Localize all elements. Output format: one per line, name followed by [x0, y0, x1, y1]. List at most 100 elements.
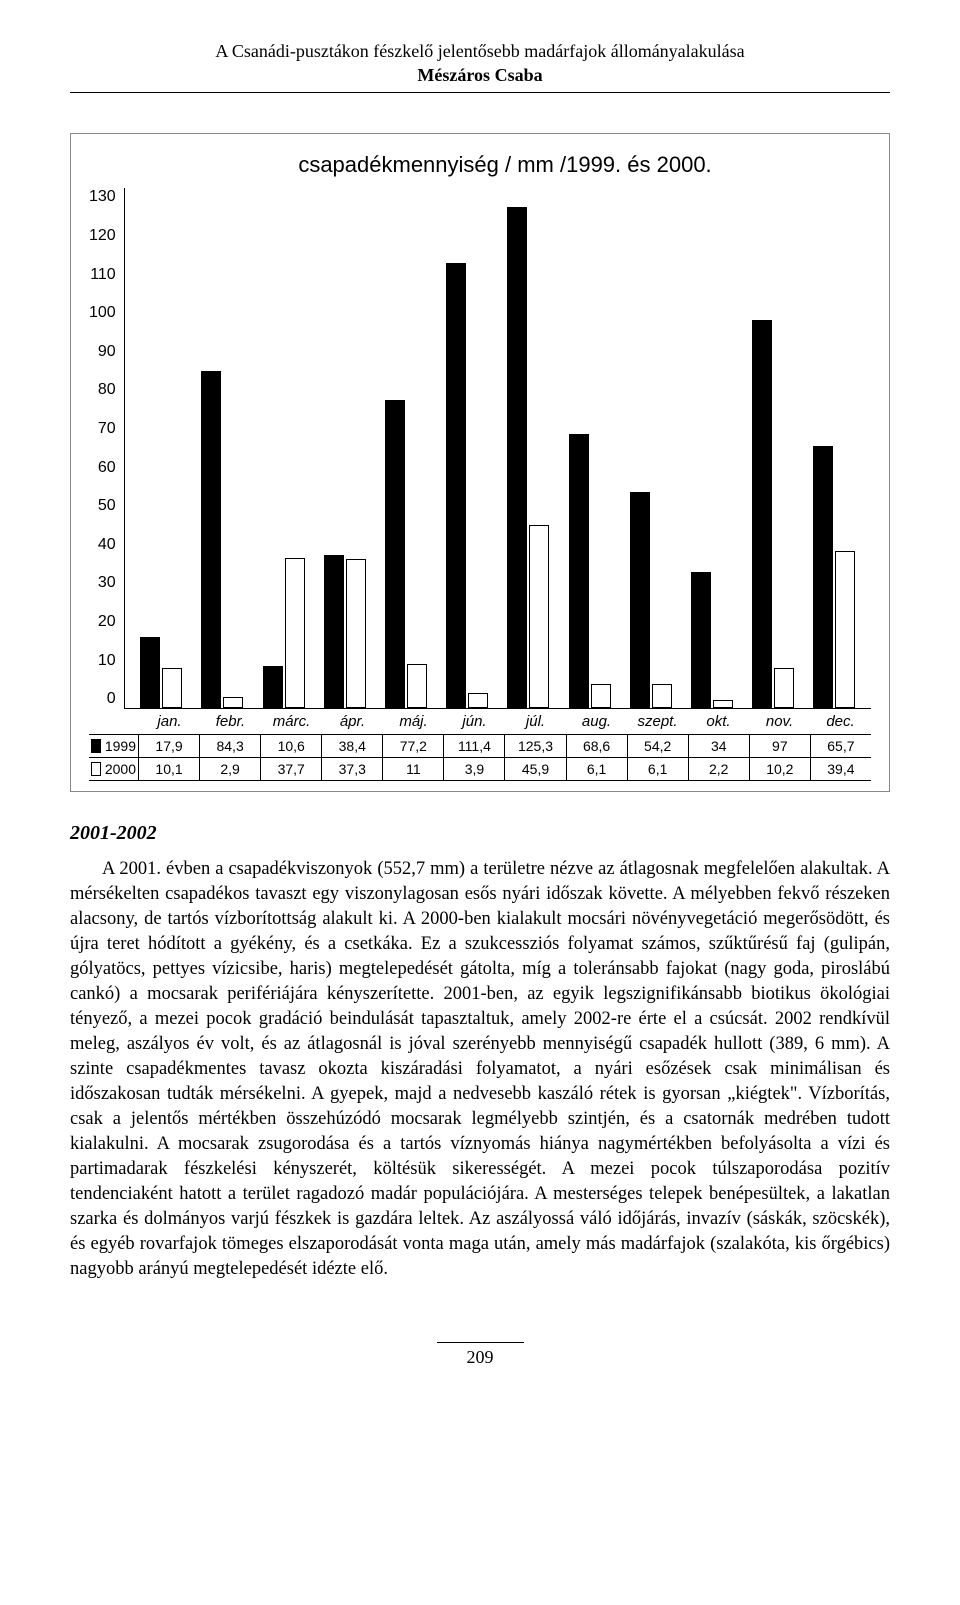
y-tick-label: 0: [107, 690, 116, 708]
bar-1999: [569, 434, 589, 708]
x-tick-label: szept.: [627, 709, 688, 734]
data-cell: 3,9: [444, 758, 505, 780]
header-title: A Csanádi-pusztákon fészkelő jelentősebb…: [70, 40, 890, 63]
month-slot: [681, 188, 742, 708]
y-tick-label: 30: [98, 574, 116, 592]
y-tick-label: 40: [98, 536, 116, 554]
bar-2000: [162, 668, 182, 708]
bar-1999: [446, 263, 466, 709]
data-cell: 2,9: [200, 758, 261, 780]
month-slot: [498, 188, 559, 708]
legend-swatch: [91, 762, 101, 776]
bar-1999: [630, 492, 650, 709]
bar-2000: [713, 700, 733, 709]
legend-cell: 2000: [89, 758, 139, 780]
header-author: Mészáros Csaba: [70, 65, 890, 86]
x-tick-label: aug.: [566, 709, 627, 734]
y-tick-label: 50: [98, 497, 116, 515]
chart-x-axis: jan.febr.márc.ápr.máj.jún.júl.aug.szept.…: [89, 709, 871, 734]
body-paragraph: A 2001. évben a csapadékviszonyok (552,7…: [70, 857, 890, 1281]
data-cell: 2,2: [689, 758, 750, 780]
data-cell: 39,4: [811, 758, 871, 780]
month-slot: [131, 188, 192, 708]
data-cell: 17,9: [139, 735, 200, 757]
bar-2000: [591, 684, 611, 708]
y-tick-label: 130: [89, 188, 116, 206]
bar-2000: [468, 693, 488, 709]
month-slot: [375, 188, 436, 708]
data-cell: 54,2: [628, 735, 689, 757]
legend-swatch: [91, 739, 101, 753]
bar-1999: [813, 446, 833, 709]
x-tick-label: okt.: [688, 709, 749, 734]
data-cell: 84,3: [200, 735, 261, 757]
data-cell: 37,3: [322, 758, 383, 780]
section-heading: 2001-2002: [70, 822, 890, 845]
chart-title: csapadékmennyiség / mm /1999. és 2000.: [139, 152, 871, 178]
bar-2000: [407, 664, 427, 708]
bar-2000: [529, 525, 549, 709]
legend-label: 1999: [105, 738, 136, 754]
y-tick-label: 60: [98, 459, 116, 477]
month-slot: [620, 188, 681, 708]
y-tick-label: 10: [98, 652, 116, 670]
y-tick-label: 80: [98, 381, 116, 399]
x-tick-label: márc.: [261, 709, 322, 734]
data-cell: 125,3: [505, 735, 566, 757]
data-cell: 77,2: [383, 735, 444, 757]
chart-plot: 1301201101009080706050403020100: [89, 188, 871, 709]
legend-cell: 1999: [89, 735, 139, 757]
x-tick-label: jan.: [139, 709, 200, 734]
x-tick-label: júl.: [505, 709, 566, 734]
data-cell: 10,6: [261, 735, 322, 757]
data-cell: 111,4: [444, 735, 505, 757]
bar-2000: [223, 697, 243, 709]
data-cell: 38,4: [322, 735, 383, 757]
chart-plot-area: [124, 188, 871, 709]
x-tick-label: nov.: [749, 709, 810, 734]
x-tick-label: jún.: [444, 709, 505, 734]
data-cell: 6,1: [567, 758, 628, 780]
data-row: 199917,984,310,638,477,2111,4125,368,654…: [89, 734, 871, 757]
x-tick-label: febr.: [200, 709, 261, 734]
month-slot: [314, 188, 375, 708]
month-slot: [437, 188, 498, 708]
x-tick-label: ápr.: [322, 709, 383, 734]
y-tick-label: 100: [89, 304, 116, 322]
x-tick-label: dec.: [810, 709, 871, 734]
data-cell: 97: [750, 735, 811, 757]
y-tick-label: 110: [90, 266, 116, 284]
chart-data-table: jan.febr.márc.ápr.máj.jún.júl.aug.szept.…: [89, 709, 871, 781]
data-row: 200010,12,937,737,3113,945,96,16,12,210,…: [89, 757, 871, 781]
data-cell: 65,7: [811, 735, 871, 757]
y-tick-label: 90: [98, 343, 116, 361]
bar-1999: [385, 400, 405, 709]
data-cell: 37,7: [261, 758, 322, 780]
bar-1999: [752, 320, 772, 708]
month-slot: [743, 188, 804, 708]
bar-1999: [691, 572, 711, 708]
bar-2000: [835, 551, 855, 709]
y-tick-label: 120: [89, 227, 116, 245]
bar-1999: [507, 207, 527, 708]
y-tick-label: 20: [98, 613, 116, 631]
bar-1999: [201, 371, 221, 708]
bar-2000: [346, 559, 366, 708]
bar-2000: [285, 558, 305, 709]
bar-1999: [263, 666, 283, 708]
page-number-wrap: 209: [70, 1342, 890, 1368]
legend-label: 2000: [105, 761, 136, 777]
x-tick-label: máj.: [383, 709, 444, 734]
page-header: A Csanádi-pusztákon fészkelő jelentősebb…: [70, 40, 890, 93]
data-cell: 11: [383, 758, 444, 780]
month-slot: [253, 188, 314, 708]
bar-1999: [140, 637, 160, 709]
data-cell: 45,9: [505, 758, 566, 780]
page-number: 209: [437, 1342, 524, 1368]
bar-2000: [652, 684, 672, 708]
data-cell: 68,6: [567, 735, 628, 757]
y-tick-label: 70: [98, 420, 116, 438]
chart-y-axis: 1301201101009080706050403020100: [89, 188, 124, 708]
bar-2000: [774, 668, 794, 709]
month-slot: [559, 188, 620, 708]
